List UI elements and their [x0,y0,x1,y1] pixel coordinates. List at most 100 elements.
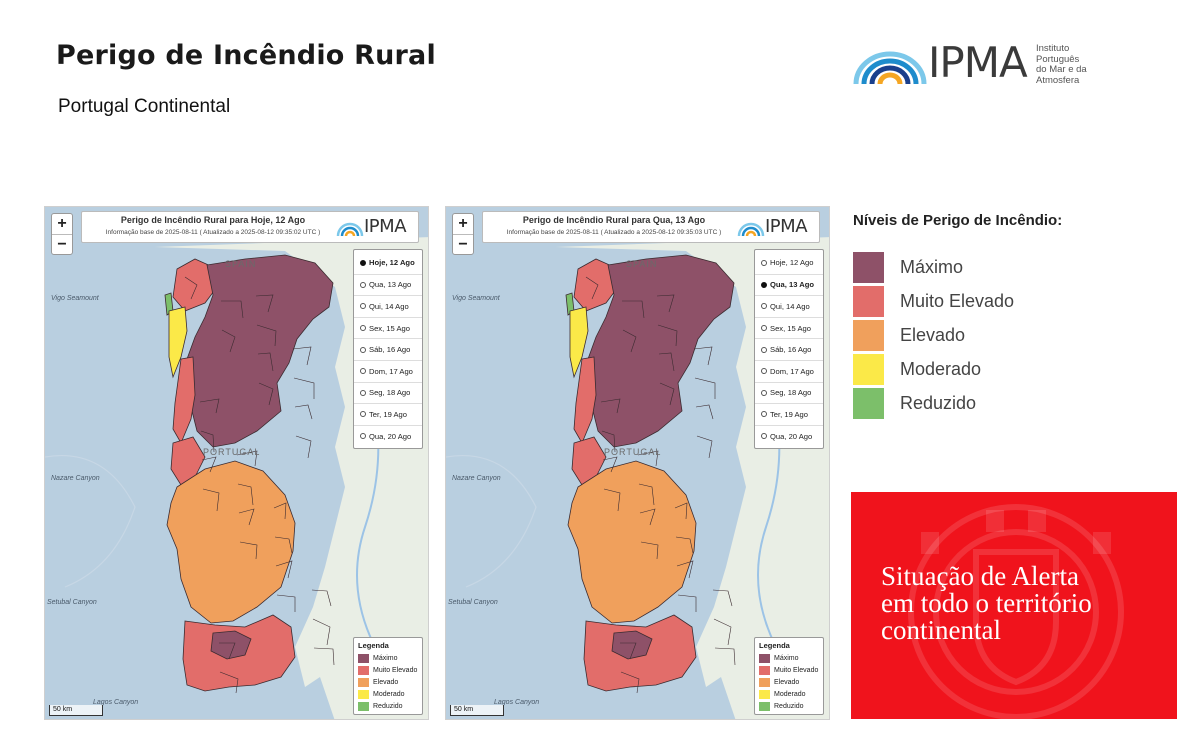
district-border [585,276,599,300]
district-border [257,352,274,372]
radio-icon[interactable] [761,303,767,310]
day-option[interactable]: Ter, 19 Ago [755,403,823,425]
day-option[interactable]: Sex, 15 Ago [354,316,422,339]
radio-icon[interactable] [761,346,767,353]
radio-icon[interactable] [360,389,366,396]
legend-swatch [358,677,369,687]
district-border [637,450,659,467]
zoom-in-button[interactable]: + [57,215,67,232]
day-label: Dom, 17 Ago [369,366,413,376]
rainbow-logo-icon [737,222,765,237]
radio-icon[interactable] [761,389,767,396]
zoom-out-button[interactable]: − [453,234,473,254]
radio-icon[interactable] [761,433,767,440]
radio-icon[interactable] [360,303,366,310]
scale-bar: 50 km [450,705,504,716]
place-label: PORTUGAL [203,447,261,457]
fire-risk-map-tomorrow[interactable]: SPAIN PORTUGAL Vigo Seamount Nazare Canyon S… [445,206,830,720]
radio-icon[interactable] [761,259,767,266]
risk-region-8 [611,630,653,660]
place-label: Nazare Canyon [51,475,100,482]
day-option[interactable]: Qua, 13 Ago [755,273,823,296]
day-option[interactable]: Seg, 18 Ago [755,381,823,404]
risk-region-2 [184,254,334,448]
day-option[interactable]: Dom, 17 Ago [354,359,422,382]
day-option[interactable]: Hoje, 12 Ago [354,252,422,274]
day-option[interactable]: Ter, 19 Ago [354,403,422,425]
fire-danger-legend: Níveis de Perigo de Incêndio: Máximo Mui… [853,212,1193,420]
risk-region-4 [573,356,597,444]
day-option[interactable]: Hoje, 12 Ago [755,252,823,274]
day-option[interactable]: Qui, 14 Ago [755,295,823,317]
legend-swatch [759,701,770,711]
map-info: Informação base de 2025-08-11 ( Atualiza… [105,229,321,236]
radio-icon[interactable] [360,325,366,332]
map-legend-item: Reduzido [358,700,418,712]
district-border [693,346,713,366]
risk-region-3 [168,306,188,379]
scale-bar: 50 km [49,705,103,716]
day-option[interactable]: Dom, 17 Ago [755,359,823,382]
district-border [239,541,258,560]
map-legend-title: Legenda [358,641,389,650]
day-option[interactable]: Qua, 13 Ago [354,273,422,296]
day-option[interactable]: Qui, 14 Ago [354,295,422,317]
legend-label: Muito Elevado [774,666,819,674]
place-label: Lagos Canyon [93,699,139,706]
district-border [293,377,315,399]
legend-swatch [853,387,884,419]
page-subtitle: Portugal Continental [58,96,231,117]
map-legend-item: Máximo [358,652,418,664]
map-legend-item: Elevado [759,676,819,688]
district-border [311,589,332,607]
district-border [603,488,621,512]
day-option[interactable]: Sáb, 16 Ago [354,338,422,360]
radio-icon[interactable] [761,368,767,375]
legend-swatch [853,319,884,351]
rainbow-logo-icon [853,51,927,85]
day-label: Sex, 15 Ago [369,323,410,333]
district-border [276,594,296,612]
day-option[interactable]: Sex, 15 Ago [755,316,823,339]
ipma-mini-logo: IPMA [737,216,815,240]
map-legend-item: Elevado [358,676,418,688]
logo-institute-text: Instituto Português do Mar e da Atmosfer… [1036,43,1087,86]
radio-icon[interactable] [360,281,366,288]
day-option[interactable]: Qua, 20 Ago [755,424,823,447]
map-legend: Legenda Máximo Muito Elevado Elevado Moderad… [353,637,423,715]
fire-risk-map-today[interactable]: SPAIN PORTUGAL Vigo Seamount Nazare Canyon S… [44,206,429,720]
district-border [640,541,659,560]
zoom-control: + − [51,213,73,255]
legend-label: Reduzido [373,702,403,710]
legend-swatch [759,689,770,699]
alert-banner: Situação de Alerta em todo o território … [851,492,1177,719]
day-label: Seg, 18 Ago [770,388,812,398]
day-option[interactable]: Sáb, 16 Ago [755,338,823,360]
radio-icon[interactable] [360,368,366,375]
day-selector: Hoje, 12 Ago Qua, 13 Ago Qui, 14 Ago Sex, 1… [754,249,824,450]
map-header: Perigo de Incêndio Rural para Qua, 13 Ag… [482,211,820,243]
district-border [620,671,640,694]
radio-icon[interactable] [761,281,767,288]
radio-icon[interactable] [360,411,366,418]
risk-region-8 [210,630,252,660]
map-legend-item: Reduzido [759,700,819,712]
radio-icon[interactable] [761,325,767,332]
district-border [714,647,736,666]
zoom-in-button[interactable]: + [458,215,468,232]
radio-icon[interactable] [360,259,366,266]
day-option[interactable]: Qua, 20 Ago [354,424,422,447]
radio-icon[interactable] [360,433,366,440]
zoom-out-button[interactable]: − [52,234,72,254]
legend-swatch [759,653,770,663]
risk-region-1 [573,258,619,312]
district-border [312,618,331,646]
day-selector: Hoje, 12 Ago Qua, 13 Ago Qui, 14 Ago Sex, 1… [353,249,423,450]
legend-item-muito-elevado: Muito Elevado [853,284,1193,318]
place-label: Vigo Seamount [452,295,500,302]
day-option[interactable]: Seg, 18 Ago [354,381,422,404]
page-title: Perigo de Incêndio Rural [56,40,436,71]
radio-icon[interactable] [761,411,767,418]
place-label: Vigo Seamount [51,295,99,302]
radio-icon[interactable] [360,346,366,353]
